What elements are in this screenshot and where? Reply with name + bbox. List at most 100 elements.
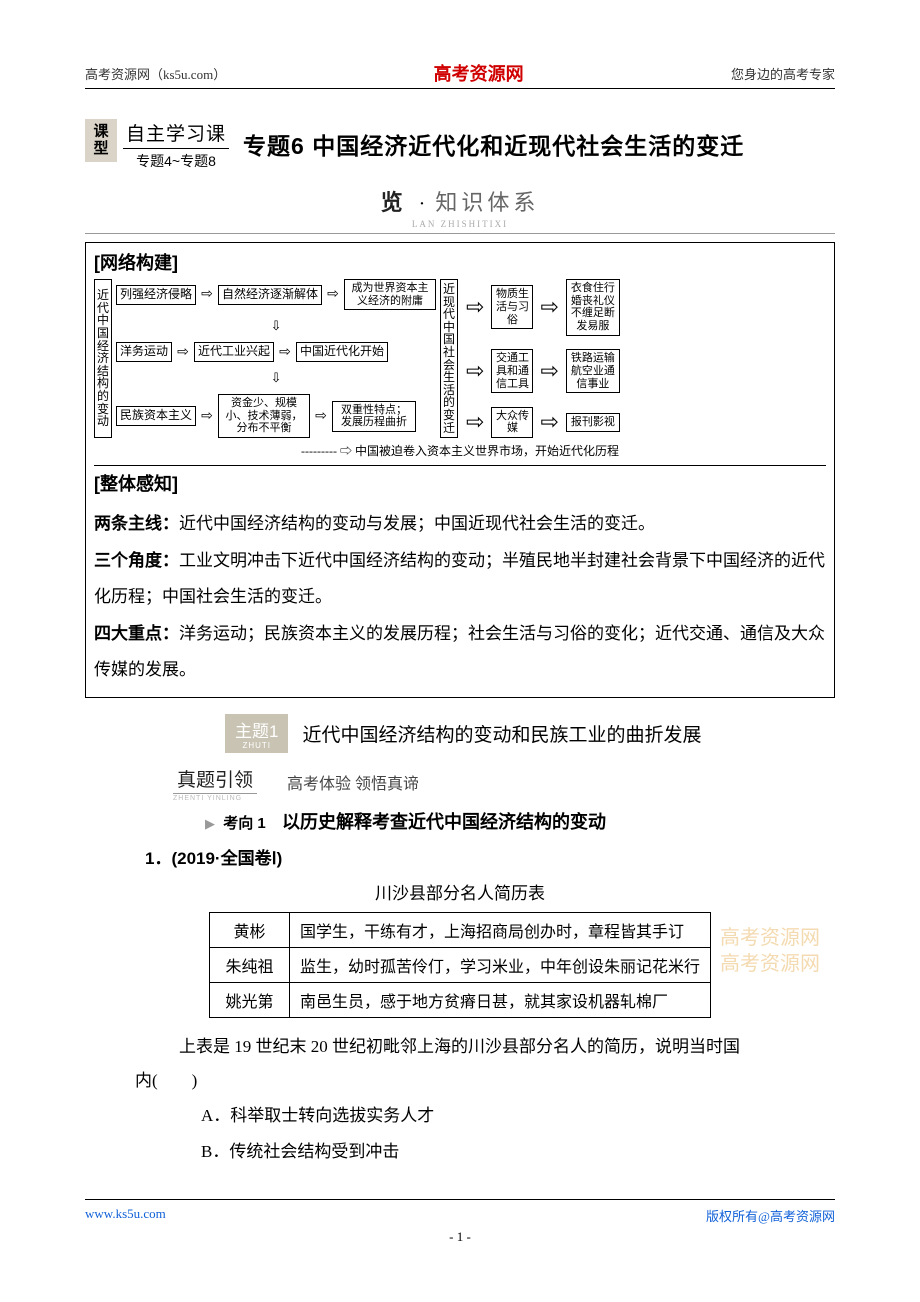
- node-r2c2: 近代工业兴起: [194, 342, 274, 362]
- node-rt3b: 报刊影视: [566, 413, 620, 432]
- node-r3c3: 双重性特点；发展历程曲折: [332, 401, 416, 432]
- zhuti-tag-sub: ZHUTI: [235, 741, 278, 750]
- big-arrow-icon: ⇨: [536, 294, 562, 320]
- arrow-icon: ⇨: [175, 344, 191, 361]
- cell-desc: 监生，幼时孤苦伶仃，学习米业，中年创设朱丽记花米行: [289, 947, 710, 982]
- names-table: 黄彬 国学生，干练有才，上海招商局创办时，章程皆其手订 朱纯祖 监生，幼时孤苦伶…: [209, 912, 711, 1018]
- table-row: 朱纯祖 监生，幼时孤苦伶仃，学习米业，中年创设朱丽记花米行: [209, 947, 710, 982]
- table-row: 姚光第 南邑生员，感于地方贫瘠日甚，就其家设机器轧棉厂: [209, 982, 710, 1017]
- footer-left: www.ks5u.com: [85, 1206, 166, 1225]
- arrow-icon: ⇨: [325, 286, 341, 303]
- page-number: - 1 -: [85, 1229, 835, 1245]
- arrow-icon: ⇨: [313, 408, 329, 425]
- cell-desc: 南邑生员，感于地方贫瘠日甚，就其家设机器轧棉厂: [289, 982, 710, 1017]
- watermark: 高考资源网 高考资源网: [720, 925, 820, 977]
- cell-name: 姚光第: [209, 982, 289, 1017]
- header-left: 高考资源网（ks5u.com）: [85, 64, 226, 83]
- sense-p3-label: 四大重点：: [94, 624, 179, 643]
- arrow-icon: ⇨: [199, 286, 215, 303]
- zhenti-tag: 真题引领 ZHENTI YINLING: [173, 765, 257, 794]
- network-diagram: 近代中国经济结构的变动 列强经济侵略 ⇨ 自然经济逐渐解体 ⇨ 成为世界资本主义…: [94, 279, 826, 438]
- main-title: 专题6 中国经济近代化和近现代社会生活的变迁: [235, 119, 744, 161]
- footer-right: 版权所有@高考资源网: [706, 1206, 835, 1225]
- sense-p1: 近代中国经济结构的变动与发展；中国近现代社会生活的变迁。: [179, 514, 655, 533]
- sense-heading: [整体感知]: [94, 470, 826, 496]
- sense-p2: 工业文明冲击下近代中国经济结构的变动；半殖民地半封建社会背景下中国经济的近代化历…: [94, 551, 825, 607]
- option-a: A．科举取士转向选拔实务人才: [201, 1098, 835, 1134]
- option-b: B．传统社会结构受到冲击: [201, 1134, 835, 1170]
- header-center: 高考资源网: [434, 60, 524, 86]
- diagram-left-col: 列强经济侵略 ⇨ 自然经济逐渐解体 ⇨ 成为世界资本主义经济的附庸 ⇩ 洋务运动…: [116, 279, 436, 438]
- zhenti-pinyin: ZHENTI YINLING: [173, 795, 242, 802]
- table-title: 川沙县部分名人简历表: [85, 879, 835, 904]
- course-type-box: 课型: [85, 119, 117, 162]
- banner-dot: ·: [419, 193, 426, 215]
- node-r3c2: 资金少、规模小、技术薄弱，分布不平衡: [218, 394, 310, 438]
- node-rt2a: 交通工具和通信工具: [491, 349, 533, 393]
- node-rt2b: 铁路运输航空业通信事业: [566, 349, 620, 393]
- cell-name: 朱纯祖: [209, 947, 289, 982]
- node-rt1a: 物质生活与习俗: [491, 285, 533, 329]
- sense-p3: 洋务运动；民族资本主义的发展历程；社会生活与习俗的变化；近代交通、通信及大众传媒…: [94, 624, 825, 680]
- banner-left: 览: [381, 190, 409, 215]
- page-header: 高考资源网（ks5u.com） 高考资源网 您身边的高考专家: [85, 60, 835, 89]
- sense-p2-label: 三个角度：: [94, 551, 179, 570]
- network-heading: [网络构建]: [94, 249, 826, 275]
- arrow-icon: ⇨: [277, 344, 293, 361]
- kaoxiang-label: 考向 1: [223, 815, 266, 832]
- big-arrow-icon: ⇨: [462, 294, 488, 320]
- question-stem2: 内( ): [135, 1064, 815, 1098]
- zhuti-tag: 主题1 ZHUTI: [225, 714, 288, 753]
- zhenti-row: 真题引领 ZHENTI YINLING 高考体验 领悟真谛: [173, 765, 835, 794]
- table-row: 黄彬 国学生，干练有才，上海招商局创办时，章程皆其手订: [209, 912, 710, 947]
- arrow-down-icon: ⇩: [116, 319, 436, 334]
- node-r1c1: 列强经济侵略: [116, 285, 196, 305]
- zhenti-tag-text: 真题引领: [177, 770, 253, 791]
- header-right: 您身边的高考专家: [731, 64, 835, 83]
- diagram-caption-text: 中国被迫卷入资本主义世界市场，开始近代化历程: [355, 444, 619, 458]
- node-rt3a: 大众传媒: [491, 407, 533, 438]
- title-row: 课型 自主学习课 专题4~专题8 专题6 中国经济近代化和近现代社会生活的变迁: [85, 119, 835, 171]
- question-number: 1．(2019·全国卷Ⅰ): [145, 844, 835, 869]
- section-banner: 览 · 知识体系 LAN ZHISHITIXI: [85, 185, 835, 234]
- diagram-right-title: 近现代中国社会生活的变迁: [440, 279, 458, 438]
- node-rt1b: 衣食住行婚丧礼仪不缠足断发易服: [566, 279, 620, 336]
- node-r2c3: 中国近代化开始: [296, 342, 388, 362]
- big-arrow-icon: ⇨: [462, 409, 488, 435]
- network-frame: [网络构建] 近代中国经济结构的变动 列强经济侵略 ⇨ 自然经济逐渐解体 ⇨ 成…: [85, 242, 835, 698]
- course-line1: 自主学习课: [123, 119, 229, 149]
- course-line2: 专题4~专题8: [123, 149, 229, 171]
- arrow-down-icon: ⇩: [116, 371, 436, 386]
- arrow-icon: ⇨: [199, 408, 215, 425]
- watermark-line: 高考资源网: [720, 925, 820, 951]
- triangle-icon: ▶: [205, 816, 215, 831]
- diagram-right: 近现代中国社会生活的变迁 ⇨ 物质生活与习俗 ⇨ 衣食住行婚丧礼仪不缠足断发易服…: [440, 279, 620, 438]
- node-r2c1: 洋务运动: [116, 342, 172, 362]
- node-r3c1: 民族资本主义: [116, 406, 196, 426]
- node-r1c3: 成为世界资本主义经济的附庸: [344, 279, 436, 310]
- big-arrow-icon: ⇨: [462, 358, 488, 384]
- banner-line: [85, 233, 835, 234]
- page-footer: www.ks5u.com 版权所有@高考资源网: [85, 1199, 835, 1225]
- zhenti-sub: 高考体验 领悟真谛: [287, 770, 419, 794]
- kaoxiang-text: 以历史解释考查近代中国经济结构的变动: [282, 812, 606, 832]
- cell-name: 黄彬: [209, 912, 289, 947]
- sense-p1-label: 两条主线：: [94, 514, 179, 533]
- course-meta: 自主学习课 专题4~专题8: [123, 119, 229, 171]
- big-arrow-icon: ⇨: [536, 409, 562, 435]
- banner-right: 知识体系: [435, 190, 539, 215]
- banner-pinyin: LAN ZHISHITIXI: [85, 219, 835, 229]
- kaoxiang-row: ▶ 考向 1 以历史解释考查近代中国经济结构的变动: [205, 808, 835, 834]
- big-arrow-icon: ⇨: [536, 358, 562, 384]
- zhuti-title: 近代中国经济结构的变动和民族工业的曲折发展: [302, 720, 701, 747]
- diagram-left-title: 近代中国经济结构的变动: [94, 279, 112, 438]
- sense-frame: [整体感知] 两条主线：近代中国经济结构的变动与发展；中国近现代社会生活的变迁。…: [94, 465, 826, 689]
- diagram-caption: --------- ⇨ 中国被迫卷入资本主义世界市场，开始近代化历程: [94, 442, 826, 459]
- question-stem1: 上表是 19 世纪末 20 世纪初毗邻上海的川沙县部分名人的简历，说明当时国: [145, 1030, 815, 1064]
- sense-body: 两条主线：近代中国经济结构的变动与发展；中国近现代社会生活的变迁。 三个角度：工…: [94, 506, 826, 689]
- cell-desc: 国学生，干练有才，上海招商局创办时，章程皆其手订: [289, 912, 710, 947]
- node-r1c2: 自然经济逐渐解体: [218, 285, 322, 305]
- watermark-line: 高考资源网: [720, 951, 820, 977]
- question-num-text: 1．(2019·全国卷Ⅰ): [145, 849, 282, 868]
- zhuti-row: 主题1 ZHUTI 近代中国经济结构的变动和民族工业的曲折发展: [225, 714, 835, 753]
